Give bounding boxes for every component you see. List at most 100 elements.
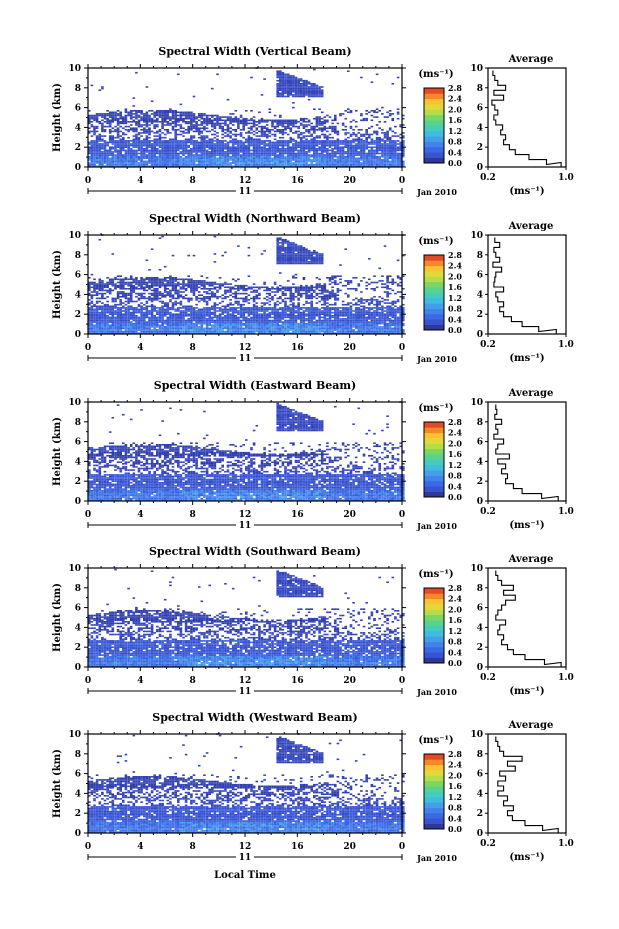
echo-cell [132, 121, 136, 123]
echo-cell [313, 327, 316, 330]
echo-cell [245, 326, 248, 328]
echo-cell [239, 165, 243, 167]
echo-cell [362, 143, 366, 145]
echo-cell [184, 163, 188, 166]
echo-cell [299, 138, 303, 141]
echo-cell [263, 144, 266, 147]
echo-cell [122, 157, 125, 160]
echo-cell [93, 152, 96, 155]
echo-cell [124, 313, 128, 315]
echo-cell [323, 332, 327, 334]
echo-cell [375, 132, 379, 134]
echo-cell [341, 318, 345, 320]
echo-cell [328, 165, 332, 167]
echo-cell [336, 324, 340, 327]
echo-cell [326, 321, 329, 323]
echo-cell [119, 315, 122, 317]
echo-cell [347, 136, 350, 139]
colorbar-segment [424, 146, 444, 153]
echo-cell [216, 322, 219, 325]
echo-cell [205, 141, 209, 144]
echo-cell [313, 92, 316, 95]
echo-cell [260, 321, 264, 323]
echo-cell [190, 152, 193, 155]
echo-cell [252, 330, 256, 333]
echo-cell [313, 86, 316, 88]
echo-cell [365, 148, 368, 150]
echo-cell [373, 329, 376, 331]
echo-cell [174, 163, 177, 166]
echo-cell [354, 138, 358, 141]
echo-cell [365, 140, 368, 142]
echo-cell [318, 116, 321, 118]
echo-cell [260, 94, 264, 96]
echo-cell [260, 318, 264, 320]
echo-cell [260, 326, 264, 328]
echo-cell [197, 124, 201, 126]
echo-cell [396, 321, 400, 323]
echo-cell [286, 87, 290, 90]
echo-cell [218, 141, 222, 144]
echo-cell [122, 140, 125, 142]
echo-cell [326, 141, 329, 144]
echo-cell [302, 313, 306, 315]
echo-cell [218, 122, 222, 125]
echo-cell [294, 330, 298, 333]
echo-cell [323, 144, 327, 147]
echo-cell [229, 330, 232, 333]
echo-cell [93, 157, 96, 160]
echo-cell [247, 151, 251, 153]
echo-cell [336, 157, 340, 160]
echo-cell [231, 160, 235, 163]
echo-cell [284, 157, 287, 160]
echo-cell [111, 324, 115, 327]
echo-cell [302, 119, 306, 122]
echo-cell [119, 311, 122, 314]
echo-cell [103, 327, 107, 330]
echo-cell [156, 151, 159, 153]
echo-cell [169, 163, 172, 166]
echo-cell [252, 315, 256, 317]
echo-cell [286, 127, 290, 129]
echo-cell [195, 122, 198, 125]
echo-cell [135, 149, 138, 152]
echo-cell [195, 125, 198, 128]
echo-cell [132, 138, 136, 141]
colorbar-tick-label: 2.4 [448, 94, 462, 104]
echo-cell [213, 326, 217, 328]
echo-cell [153, 135, 156, 137]
echo-cell [239, 321, 243, 323]
echo-cell [205, 160, 209, 163]
echo-cell [203, 146, 206, 148]
echo-cell [281, 132, 285, 134]
echo-cell [231, 141, 235, 144]
echo-cell [339, 163, 342, 166]
echo-cell [187, 151, 190, 153]
echo-cell [289, 141, 293, 144]
echo-cell [315, 116, 319, 118]
echo-cell [289, 151, 293, 153]
echo-cell [174, 149, 177, 152]
echo-cell [148, 127, 151, 129]
echo-cell [229, 151, 232, 153]
echo-cell [260, 313, 264, 315]
echo-cell [106, 155, 109, 158]
echo-cell [255, 315, 259, 317]
echo-cell [289, 78, 293, 80]
echo-cell [328, 152, 332, 155]
echo-cell [98, 318, 102, 320]
echo-cell [247, 144, 251, 147]
echo-cell [341, 159, 345, 161]
echo-cell [213, 146, 217, 148]
echo-cell [231, 316, 235, 319]
echo-cell [182, 143, 185, 145]
echo-cell [336, 159, 340, 161]
heatmap-cells [88, 234, 405, 334]
echo-cell [305, 154, 308, 156]
echo-cell [370, 152, 374, 155]
echo-cell [323, 163, 327, 166]
echo-cell [297, 315, 300, 317]
echo-cell [145, 151, 149, 153]
echo-cell [381, 326, 384, 328]
echo-cell [171, 117, 175, 120]
